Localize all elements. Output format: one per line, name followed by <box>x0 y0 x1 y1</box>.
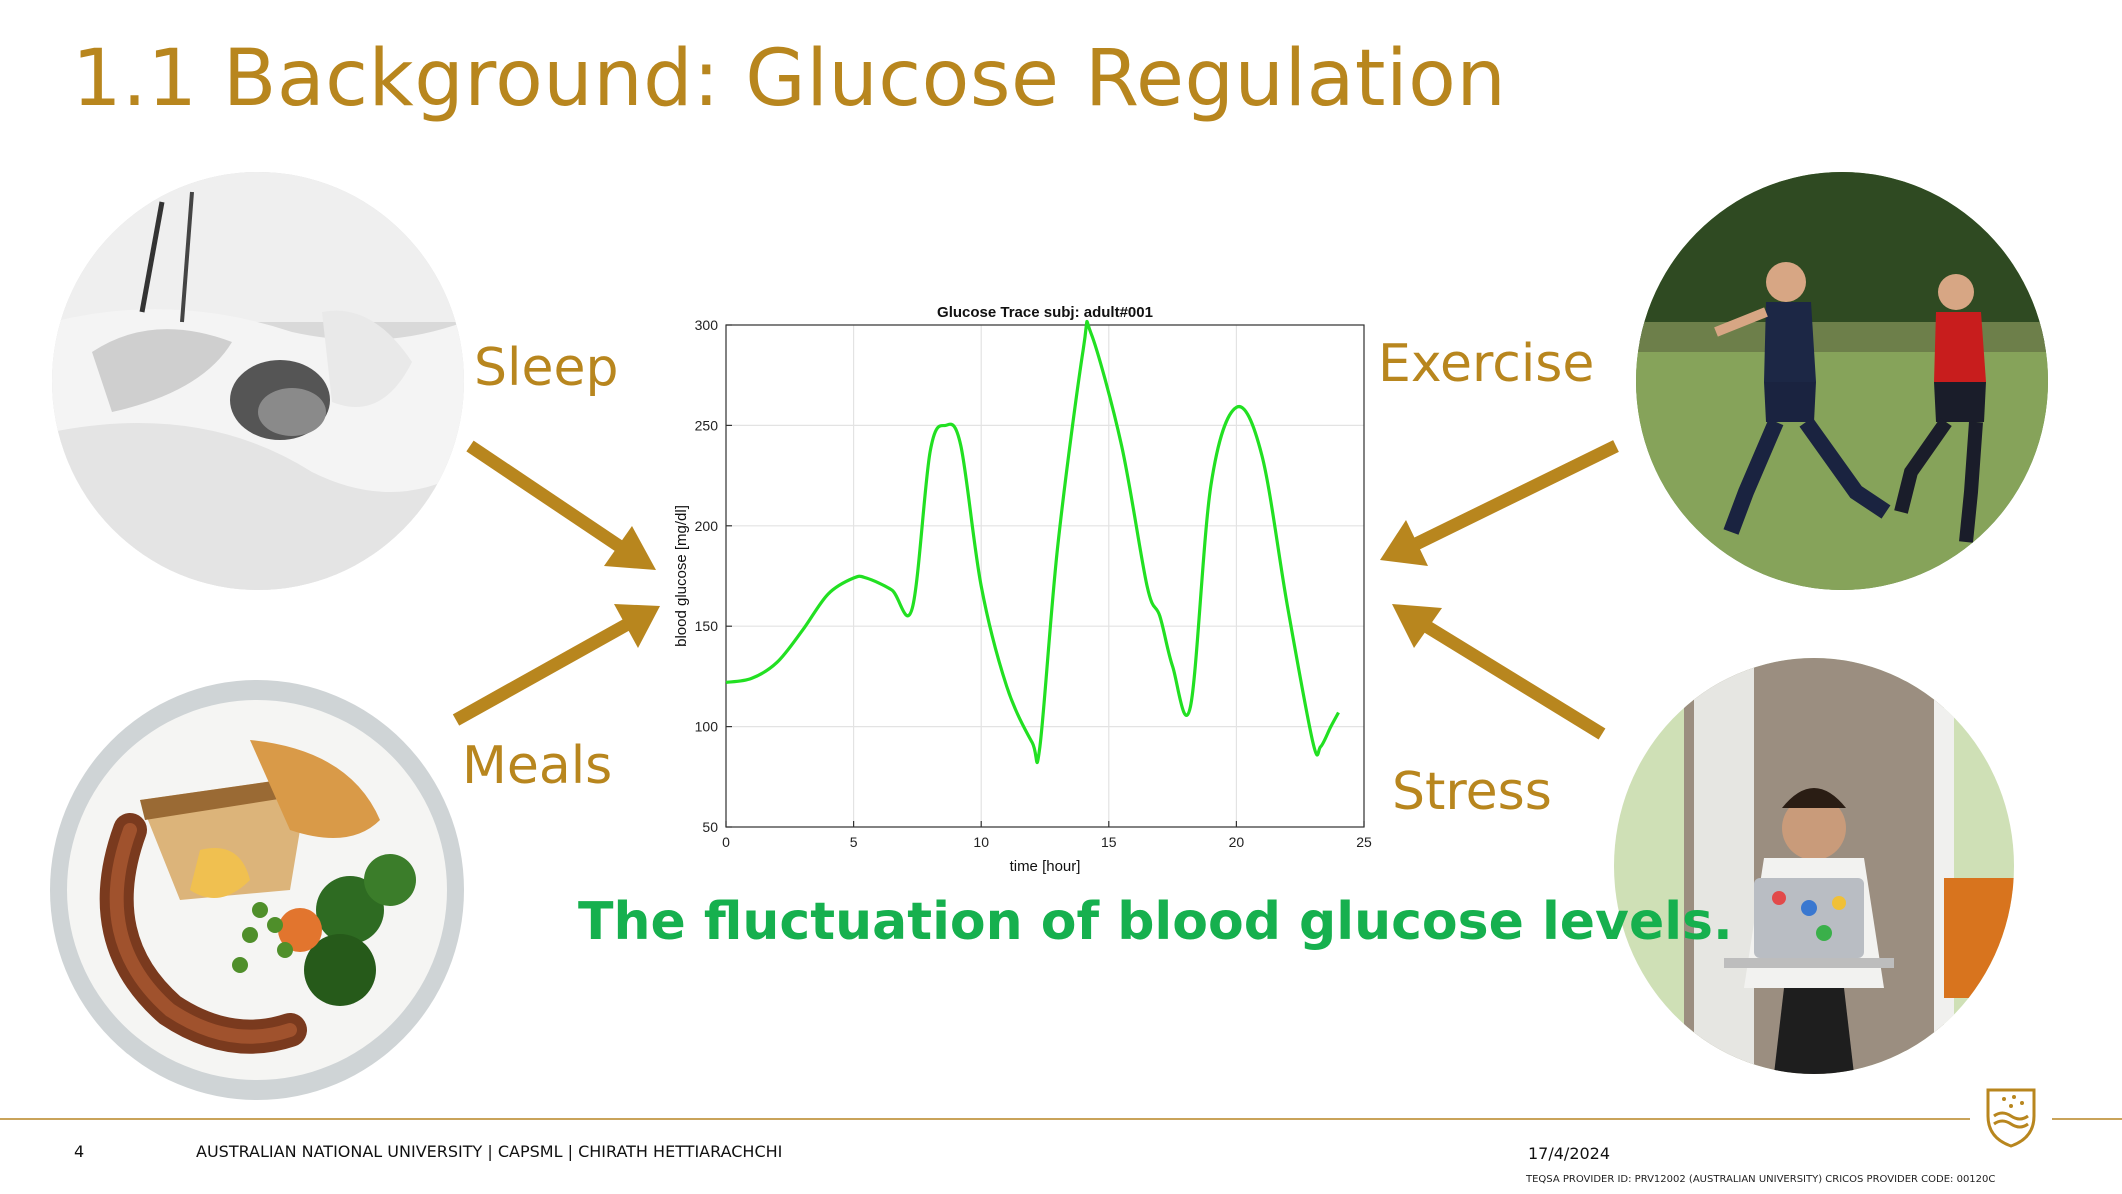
y-tick-label: 200 <box>695 518 719 534</box>
footer-divider-right <box>2052 1118 2122 1120</box>
sleep-arrow <box>466 440 656 570</box>
sleep-label: Sleep <box>474 338 619 398</box>
caption: The fluctuation of blood glucose levels. <box>578 892 1733 952</box>
stress-arrow <box>1392 604 1606 740</box>
meals-arrow <box>452 604 660 726</box>
y-axis-label: blood glucose [mg/dl] <box>673 505 690 647</box>
x-tick-label: 15 <box>1101 834 1117 850</box>
footer-divider <box>0 1118 1970 1120</box>
stress-photo <box>1614 658 2014 1074</box>
exercise-arrow <box>1380 440 1619 566</box>
anu-crest-icon <box>1986 1088 2036 1148</box>
x-tick-label: 20 <box>1229 834 1245 850</box>
stress-label: Stress <box>1392 762 1552 822</box>
footer-date: 17/4/2024 <box>1528 1144 1611 1163</box>
y-tick-label: 50 <box>702 819 718 835</box>
glucose-series-line <box>725 320 1340 765</box>
x-tick-label: 25 <box>1356 834 1372 850</box>
chart-title: Glucose Trace subj: adult#001 <box>937 304 1153 321</box>
slide-title: 1.1 Background: Glucose Regulation <box>72 34 1507 124</box>
x-tick-label: 5 <box>850 834 858 850</box>
glucose-chart: 0 5 10 15 20 25 50 100 150 200 250 300 Glucose Trace… <box>673 304 1372 875</box>
footer-provider: TEQSA PROVIDER ID: PRV12002 (AUSTRALIAN … <box>1526 1174 1996 1185</box>
x-axis-label: time [hour] <box>1010 858 1081 875</box>
meals-photo <box>50 680 464 1100</box>
sleep-photo <box>52 172 464 590</box>
meals-label: Meals <box>462 736 613 796</box>
x-tick-label: 10 <box>973 834 989 850</box>
footer-affiliation: AUSTRALIAN NATIONAL UNIVERSITY | CAPSML … <box>196 1142 783 1161</box>
x-tick-label: 0 <box>722 834 730 850</box>
y-tick-label: 250 <box>695 417 719 433</box>
y-tick-label: 300 <box>695 317 719 333</box>
plot-area <box>725 324 1365 828</box>
exercise-label: Exercise <box>1378 334 1595 394</box>
page-number: 4 <box>74 1142 85 1161</box>
y-tick-label: 100 <box>695 719 719 735</box>
y-tick-label: 150 <box>695 618 719 634</box>
